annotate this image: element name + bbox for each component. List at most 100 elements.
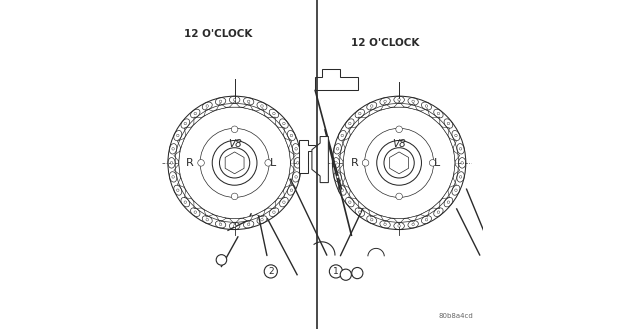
- Circle shape: [273, 211, 275, 214]
- Polygon shape: [369, 109, 378, 116]
- Polygon shape: [204, 210, 213, 217]
- Circle shape: [329, 265, 343, 278]
- Circle shape: [233, 98, 236, 101]
- Polygon shape: [177, 178, 184, 188]
- Polygon shape: [432, 117, 440, 125]
- Circle shape: [455, 189, 457, 191]
- Polygon shape: [454, 164, 460, 175]
- Polygon shape: [184, 190, 192, 199]
- Circle shape: [396, 126, 403, 133]
- Polygon shape: [184, 127, 192, 136]
- Circle shape: [296, 162, 299, 164]
- Text: V8: V8: [392, 139, 406, 149]
- Polygon shape: [381, 216, 390, 222]
- Polygon shape: [449, 138, 456, 148]
- Circle shape: [459, 176, 462, 178]
- Circle shape: [219, 100, 222, 103]
- Polygon shape: [229, 218, 240, 224]
- Circle shape: [176, 189, 179, 191]
- Circle shape: [290, 134, 292, 137]
- Circle shape: [212, 140, 257, 185]
- Polygon shape: [177, 138, 184, 148]
- Circle shape: [216, 255, 227, 265]
- Polygon shape: [194, 117, 201, 125]
- Circle shape: [362, 160, 369, 166]
- Text: L: L: [269, 158, 276, 168]
- Polygon shape: [348, 127, 356, 136]
- Circle shape: [437, 112, 440, 115]
- Polygon shape: [256, 210, 265, 217]
- Circle shape: [233, 225, 236, 227]
- Circle shape: [426, 105, 427, 107]
- Polygon shape: [278, 190, 285, 199]
- Circle shape: [170, 162, 173, 164]
- Text: V8: V8: [228, 139, 241, 149]
- Circle shape: [398, 225, 401, 227]
- Polygon shape: [432, 201, 440, 209]
- Circle shape: [412, 100, 415, 103]
- Polygon shape: [194, 201, 201, 209]
- Circle shape: [376, 140, 422, 185]
- Polygon shape: [268, 117, 275, 125]
- Circle shape: [219, 223, 222, 226]
- Polygon shape: [289, 164, 296, 175]
- Polygon shape: [217, 103, 226, 110]
- Circle shape: [176, 134, 179, 137]
- Circle shape: [261, 218, 263, 221]
- Circle shape: [295, 176, 297, 178]
- Circle shape: [341, 134, 343, 137]
- Polygon shape: [243, 103, 253, 110]
- Polygon shape: [278, 127, 285, 136]
- Polygon shape: [243, 216, 253, 222]
- Polygon shape: [394, 102, 404, 107]
- Polygon shape: [359, 117, 366, 125]
- Polygon shape: [174, 151, 180, 161]
- Polygon shape: [299, 140, 315, 173]
- Circle shape: [336, 176, 339, 178]
- Circle shape: [265, 160, 271, 166]
- Circle shape: [206, 105, 208, 107]
- Text: R: R: [186, 158, 194, 168]
- Circle shape: [273, 112, 275, 115]
- Circle shape: [352, 267, 363, 279]
- Circle shape: [426, 218, 427, 221]
- Polygon shape: [285, 138, 292, 148]
- Circle shape: [412, 223, 415, 226]
- Circle shape: [461, 162, 464, 164]
- Polygon shape: [174, 164, 180, 175]
- Circle shape: [295, 147, 297, 150]
- Circle shape: [231, 193, 238, 200]
- Polygon shape: [225, 152, 244, 174]
- Circle shape: [172, 147, 175, 150]
- Circle shape: [371, 218, 373, 221]
- Polygon shape: [312, 137, 328, 183]
- Polygon shape: [420, 109, 429, 116]
- Circle shape: [455, 134, 457, 137]
- Circle shape: [343, 107, 455, 219]
- Polygon shape: [454, 151, 460, 161]
- Polygon shape: [420, 210, 429, 217]
- Polygon shape: [289, 151, 296, 161]
- Circle shape: [359, 211, 361, 214]
- Polygon shape: [390, 152, 408, 174]
- Text: 12 O'CLOCK: 12 O'CLOCK: [352, 38, 420, 48]
- Polygon shape: [442, 190, 450, 199]
- Circle shape: [283, 201, 285, 203]
- Polygon shape: [369, 210, 378, 217]
- Circle shape: [348, 201, 351, 203]
- Polygon shape: [442, 127, 450, 136]
- Circle shape: [283, 122, 285, 125]
- Polygon shape: [229, 102, 240, 107]
- Circle shape: [359, 112, 361, 115]
- Circle shape: [220, 148, 250, 178]
- Text: 12 O'CLOCK: 12 O'CLOCK: [183, 30, 252, 39]
- Polygon shape: [256, 109, 265, 116]
- Polygon shape: [338, 151, 345, 161]
- Circle shape: [447, 122, 450, 125]
- Circle shape: [261, 105, 263, 107]
- Text: R: R: [350, 158, 358, 168]
- Polygon shape: [285, 178, 292, 188]
- Circle shape: [437, 211, 440, 214]
- Circle shape: [398, 98, 401, 101]
- Polygon shape: [217, 216, 226, 222]
